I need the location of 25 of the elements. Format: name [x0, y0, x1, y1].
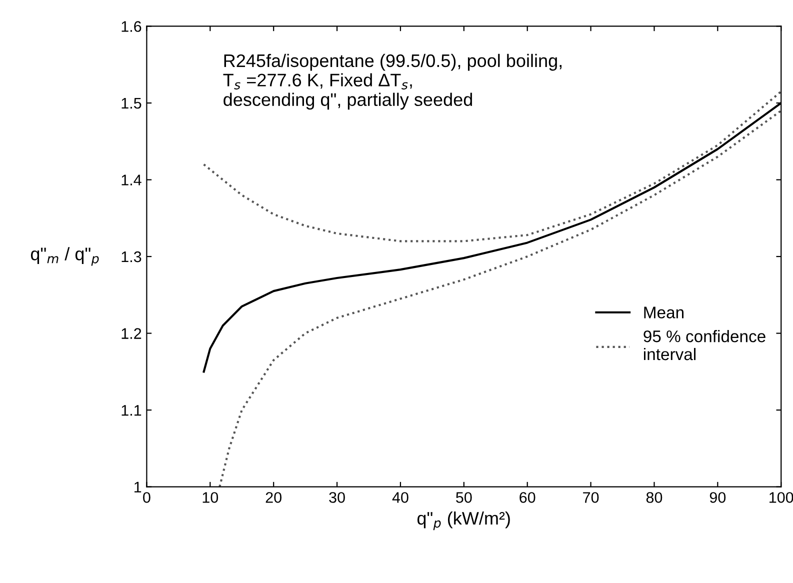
- x-tick-label: 0: [143, 492, 150, 503]
- x-tick-label: 80: [646, 492, 662, 503]
- x-tick-label: 30: [329, 492, 345, 503]
- y-tick-label: 1.4: [122, 174, 142, 186]
- x-tick-label: 100: [770, 492, 793, 503]
- x-axis-title: q"$_{p}$ (kW/m²): [417, 511, 510, 530]
- x-tick-label: 40: [392, 492, 408, 503]
- x-tick-label: 10: [202, 492, 218, 503]
- y-tick-label: 1.6: [122, 21, 142, 32]
- x-tick-label: 90: [710, 492, 726, 503]
- y-tick-label: 1.5: [122, 98, 142, 109]
- x-tick-label: 20: [266, 492, 282, 503]
- y-tick-label: 1.1: [122, 405, 142, 416]
- line-series: [202, 90, 782, 242]
- x-tick-label: 70: [583, 492, 599, 503]
- legend-label: Mean: [644, 306, 684, 318]
- x-tick-label: 50: [456, 492, 472, 503]
- x-tick-label: 60: [520, 492, 536, 503]
- y-axis-title: q"$_{m}$ / q"$_{p}$: [30, 247, 99, 266]
- y-tick-label: 1.3: [122, 251, 142, 262]
- annotation: R245fa/isopentane (99.5/0.5), pool boiling, T$_{s}$ =277.6 K, Fixed ΔT$_{s}$, descending q", partially seeded: [223, 54, 562, 110]
- line-series: [218, 110, 782, 487]
- y-tick-label: 1.2: [122, 328, 142, 339]
- legend-label: 95 % confidence interval: [644, 330, 766, 360]
- y-tick-label: 1: [134, 482, 142, 492]
